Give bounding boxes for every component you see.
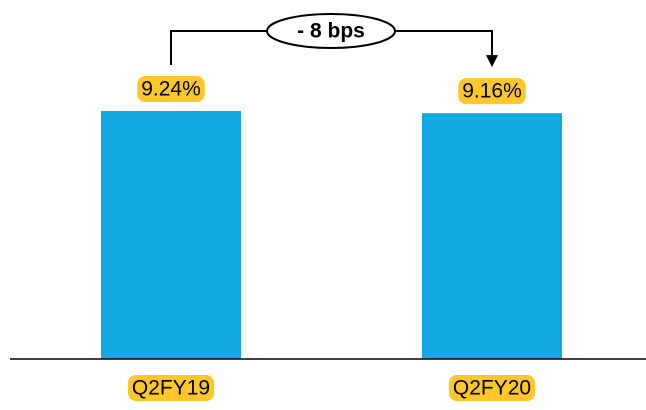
value-label-text: 9.24% [141,78,201,101]
value-label-text: 9.16% [462,80,522,103]
value-label-q2fy19: 9.24% [137,76,205,102]
tick-label-q2fy20: Q2FY20 [448,375,536,401]
change-annotation: - 8 bps [170,13,498,68]
bars-layer [101,111,562,359]
value-label-highlight [458,78,526,105]
tick-label-text: Q2FY19 [132,377,210,400]
annotation-ellipse [266,13,396,49]
value-labels-layer: 9.24% 9.16% [137,76,526,105]
value-label-highlight [137,76,205,102]
tick-label-highlight [127,375,215,401]
value-label-q2fy20: 9.16% [458,78,526,105]
annotation-arrowhead-icon [486,55,498,68]
bar-q2fy20 [422,113,562,359]
tick-label-text: Q2FY20 [453,377,531,400]
tick-labels-layer: Q2FY19 Q2FY20 [127,375,536,401]
bar-q2fy19 [101,111,241,359]
tick-label-q2fy19: Q2FY19 [127,375,215,401]
annotation-label: - 8 bps [297,20,365,43]
tick-label-highlight [448,375,536,401]
